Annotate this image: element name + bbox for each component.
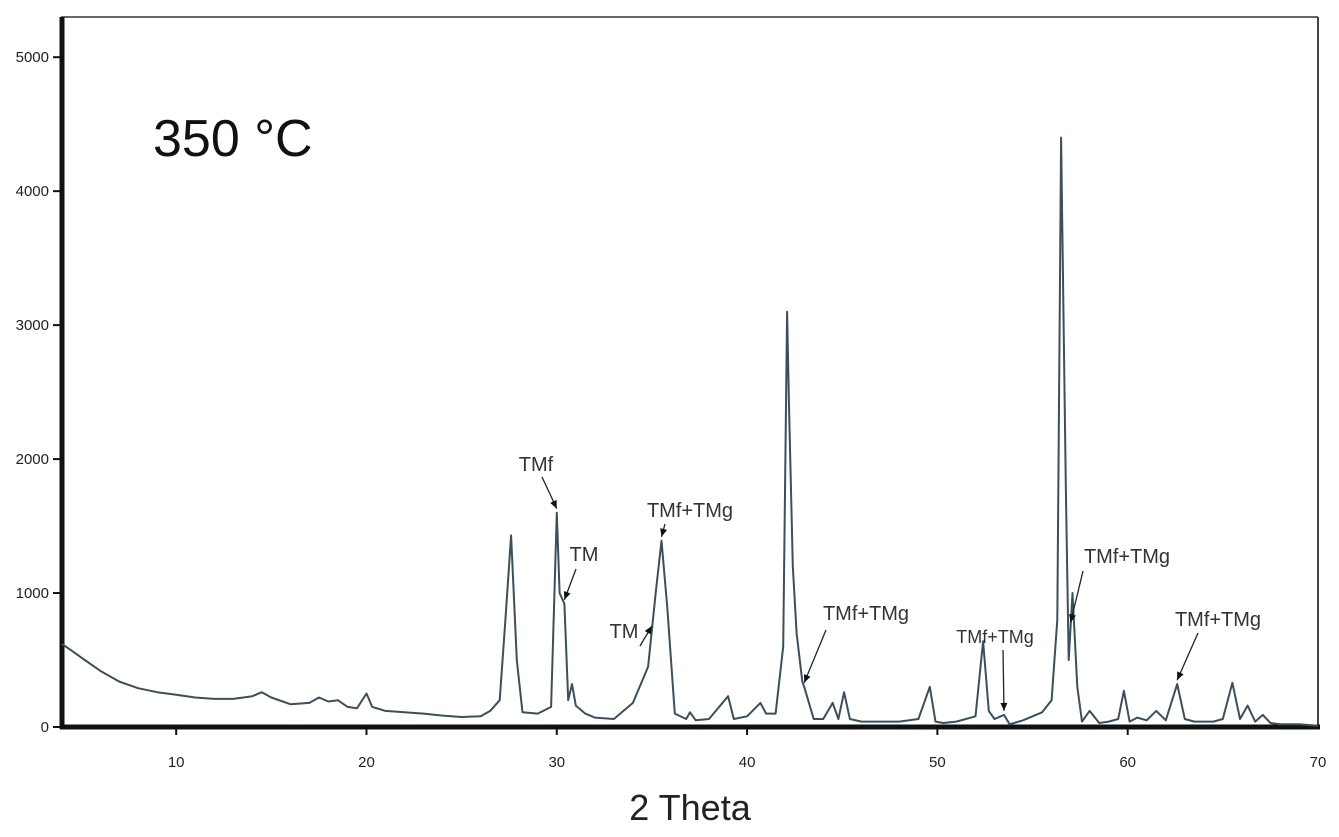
annotation-arrow-line (1002, 649, 1005, 711)
y-tick-label: 4000 (16, 183, 49, 200)
peak-annotation-label: TMf+TMg (823, 603, 909, 625)
annotation-arrow-head (1177, 671, 1184, 681)
peak-annotation-label: TM (570, 544, 599, 566)
x-axis-label: 2 Theta (629, 787, 751, 828)
peak-annotation-label: TMf+TMg (1175, 609, 1261, 631)
x-tick-label: 70 (1310, 754, 1327, 771)
annotation-arrow-line (803, 629, 827, 684)
peak-annotation-label: TMf+TMg (1084, 546, 1170, 568)
y-tick-label: 1000 (16, 585, 49, 602)
x-tick-label: 30 (548, 754, 565, 771)
peak-annotation-label: TM (610, 621, 639, 643)
series-group (61, 136, 1319, 727)
annotation-arrow-head (1000, 702, 1008, 711)
annotation-arrow-line (1176, 632, 1199, 681)
annotation-arrow-head (563, 591, 571, 600)
y-tick-label: 5000 (16, 49, 49, 66)
x-tick-label: 60 (1119, 754, 1136, 771)
annotation-arrow-line (1069, 570, 1084, 623)
peak-annotation-label: TMf+TMg (956, 627, 1034, 647)
annotations-group: TMf TM TM TMf+TMg TMf+TMg TMf+TMg TMf+TMg TMf+T… (519, 454, 1261, 711)
chart-title: 350 °C (153, 110, 313, 168)
axis-ticks: 10 20 30 40 50 60 70 0 1000 2000 3000 4000 5000 (16, 49, 1327, 771)
x-tick-label: 10 (168, 754, 185, 771)
y-tick-label: 3000 (16, 317, 49, 334)
x-tick-label: 40 (739, 754, 756, 771)
peak-annotation-label: TMf (519, 454, 554, 476)
diffraction-pattern-line (61, 136, 1319, 727)
y-tick-label: 2000 (16, 451, 49, 468)
annotation-arrow-head (550, 499, 557, 509)
annotation-arrow-head (644, 625, 652, 635)
y-tick-label: 0 (41, 719, 49, 736)
annotation-arrow-head (660, 528, 667, 537)
x-tick-label: 20 (358, 754, 375, 771)
x-tick-label: 50 (929, 754, 946, 771)
annotation-arrow-head (1069, 613, 1076, 623)
peak-annotation-label: TMf+TMg (647, 500, 733, 522)
annotation-arrow-head (804, 674, 811, 683)
